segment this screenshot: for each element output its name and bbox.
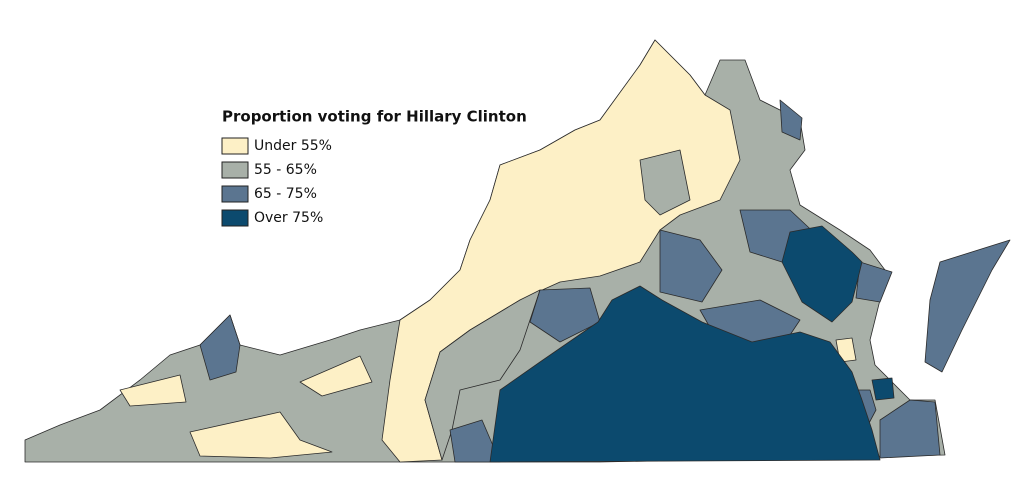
region bbox=[855, 261, 893, 303]
region bbox=[119, 374, 187, 407]
region bbox=[189, 411, 333, 459]
region bbox=[424, 289, 541, 461]
legend-swatch bbox=[221, 209, 249, 227]
region bbox=[529, 287, 601, 343]
region bbox=[659, 229, 723, 303]
region bbox=[781, 225, 863, 323]
region bbox=[879, 399, 941, 459]
region bbox=[489, 285, 881, 463]
region bbox=[924, 239, 1011, 373]
region bbox=[299, 355, 373, 397]
legend-swatch bbox=[221, 161, 249, 179]
region bbox=[871, 377, 895, 401]
legend-swatch bbox=[221, 185, 249, 203]
region bbox=[199, 314, 241, 381]
legend-swatch bbox=[221, 137, 249, 155]
legend-title: Proportion voting for Hillary Clinton bbox=[222, 108, 527, 126]
legend-label: Under 55% bbox=[254, 138, 332, 154]
region bbox=[639, 149, 691, 216]
legend: Proportion voting for Hillary Clinton Un… bbox=[221, 108, 527, 227]
legend-label: 55 - 65% bbox=[254, 162, 317, 178]
legend-label: Over 75% bbox=[254, 210, 323, 226]
region bbox=[779, 99, 803, 141]
legend-label: 65 - 75% bbox=[254, 186, 317, 202]
map-regions bbox=[24, 39, 1011, 463]
